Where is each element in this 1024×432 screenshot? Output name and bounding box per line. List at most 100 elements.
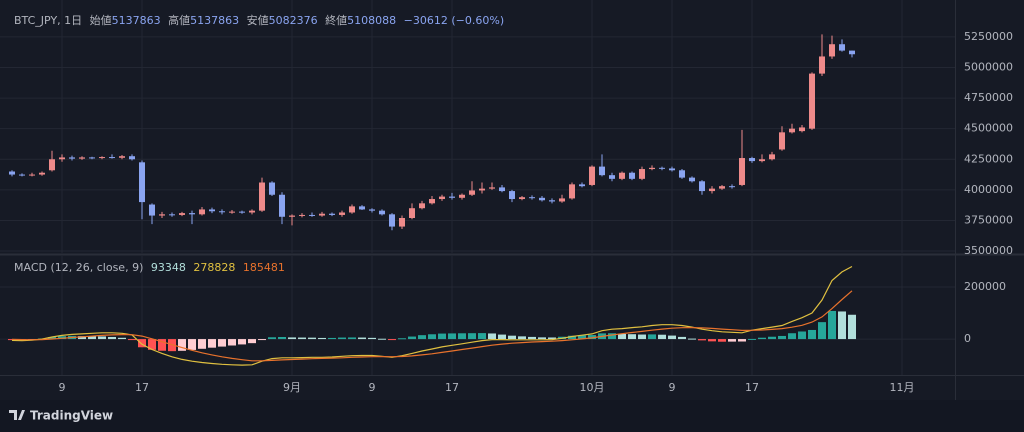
histogram-bar: [118, 337, 126, 340]
candle-body: [649, 167, 655, 170]
histogram-bar: [148, 339, 156, 350]
candle-body: [499, 187, 505, 192]
histogram-bar: [278, 337, 286, 340]
y-tick-label: 3750000: [964, 213, 1013, 226]
histogram-bar: [608, 333, 616, 340]
histogram-bar: [688, 338, 696, 340]
histogram-bar: [108, 336, 116, 340]
histogram-bar: [708, 339, 716, 342]
x-tick-label: 17: [445, 381, 459, 394]
histogram-bar: [478, 333, 486, 340]
histogram-bar: [418, 335, 426, 340]
candle-body: [329, 213, 335, 215]
candle-body: [369, 209, 375, 211]
histogram-bar: [318, 337, 326, 340]
x-tick-label: 9: [59, 381, 66, 394]
y-tick-label: 4500000: [964, 122, 1013, 135]
histogram-bar: [508, 335, 516, 340]
candle-body: [69, 157, 75, 159]
macd-value: 278828: [193, 261, 235, 274]
histogram-bar: [248, 339, 256, 344]
histogram-bar: [568, 335, 576, 340]
candle-body: [679, 170, 685, 178]
candle-body: [559, 198, 565, 202]
histogram-bar: [98, 336, 106, 340]
candle-body: [709, 188, 715, 192]
histogram-bar: [178, 339, 186, 351]
histogram-bar: [368, 337, 376, 340]
histogram-bar: [298, 337, 306, 340]
histogram-bar: [408, 336, 416, 340]
candle-body: [39, 172, 45, 175]
histogram-bar: [538, 337, 546, 340]
histogram-bar: [748, 338, 756, 340]
histogram-bar: [658, 334, 666, 340]
histogram-bar: [128, 339, 136, 341]
histogram-bar: [188, 339, 196, 350]
candle-body: [229, 211, 235, 213]
histogram-bar: [448, 333, 456, 340]
candle-body: [609, 175, 615, 179]
histogram-bar: [528, 336, 536, 340]
candle-body: [259, 182, 265, 211]
y-tick-label: 3500000: [964, 244, 1013, 257]
candle-body: [449, 196, 455, 198]
candle-body: [599, 166, 605, 176]
macd-legend: MACD (12, 26, close, 9) 93348 278828 185…: [14, 261, 285, 274]
candle-body: [219, 211, 225, 213]
histogram-bar: [838, 311, 846, 340]
candle-body: [339, 212, 345, 215]
y-tick-label: 5000000: [964, 60, 1013, 73]
candle-body: [479, 188, 485, 191]
histogram-bar: [308, 337, 316, 340]
macd-title: MACD (12, 26, close, 9): [14, 261, 143, 274]
candle-body: [739, 158, 745, 185]
candle-body: [139, 162, 145, 203]
candle-body: [89, 157, 95, 159]
histogram-bar: [198, 339, 206, 349]
candle-body: [59, 157, 65, 160]
brand[interactable]: TradingView: [30, 409, 113, 423]
candle-body: [179, 213, 185, 215]
candle-body: [129, 156, 135, 160]
candle-body: [109, 157, 115, 159]
low-label: 安値: [247, 13, 269, 27]
histogram-bar: [218, 339, 226, 347]
histogram-bar: [798, 331, 806, 340]
histogram-bar: [628, 334, 636, 340]
candle-body: [439, 196, 445, 200]
histogram-bar: [258, 339, 266, 341]
x-tick-label: 17: [135, 381, 149, 394]
histogram-bar: [488, 333, 496, 340]
histogram-bar: [358, 337, 366, 340]
histogram-bar: [768, 336, 776, 340]
histogram-bar: [158, 339, 166, 351]
candle-body: [399, 218, 405, 227]
candle-body: [199, 209, 205, 215]
candle-body: [819, 56, 825, 74]
x-tick-label: 9: [369, 381, 376, 394]
histogram-bar: [468, 333, 476, 340]
marks: [8, 34, 856, 366]
y-tick-label: 4750000: [964, 91, 1013, 104]
candle-body: [19, 174, 25, 176]
histogram-bar: [668, 335, 676, 340]
histogram-bar: [328, 337, 336, 340]
histogram-bar: [58, 336, 66, 340]
histogram-bar: [618, 334, 626, 340]
candle-body: [189, 213, 195, 215]
y-tick-label: 4000000: [964, 183, 1013, 196]
histogram-bar: [578, 335, 586, 340]
candle-body: [269, 182, 275, 195]
histogram-bar: [438, 333, 446, 340]
x-tick-label: 9月: [283, 381, 301, 394]
candle-body: [119, 156, 125, 158]
candle-body: [9, 171, 15, 175]
candle-body: [489, 187, 495, 189]
histogram-bar: [208, 339, 216, 348]
change: −30612 (−0.60%): [404, 14, 504, 27]
candle-body: [309, 214, 315, 216]
histogram-bar: [738, 339, 746, 342]
candle-body: [529, 197, 535, 199]
